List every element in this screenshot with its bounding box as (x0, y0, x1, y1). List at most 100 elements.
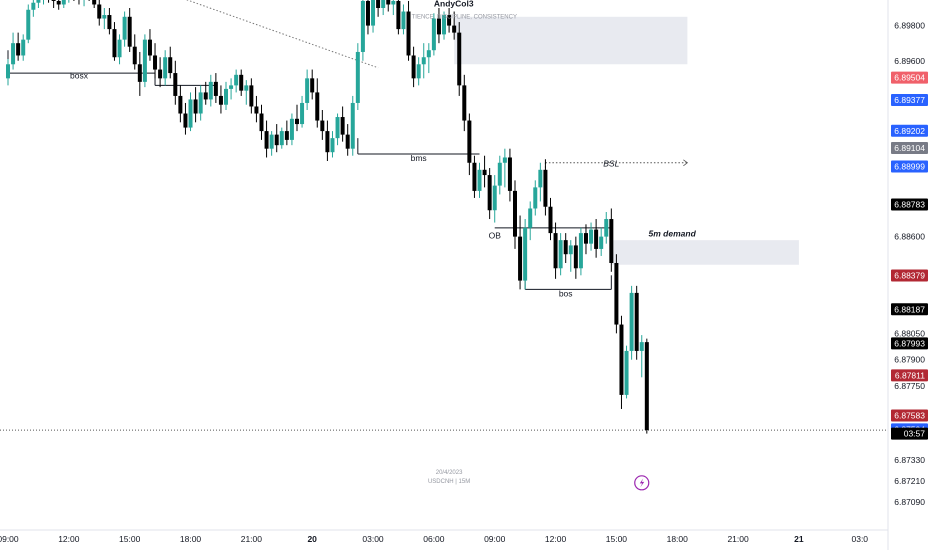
candle-body (467, 120, 472, 163)
candle-body (502, 157, 507, 163)
price-tag (891, 160, 928, 173)
candle-body (264, 131, 269, 149)
candle-body (36, 0, 41, 3)
candle-body (183, 113, 188, 128)
candle-body (188, 99, 193, 128)
candle-body (487, 175, 492, 211)
candle-body (320, 120, 325, 132)
candle-body (376, 0, 381, 8)
candle-body (396, 0, 401, 30)
candle-body (563, 240, 568, 255)
candle-body (284, 131, 289, 140)
candle-body (244, 85, 249, 91)
candle-body (294, 118, 299, 125)
y-tick-label: 6.89600 (894, 56, 925, 66)
candle-body (218, 95, 223, 105)
candle-body (300, 102, 305, 125)
candle-body (609, 219, 614, 263)
price-tag (891, 93, 928, 106)
candle-body (457, 32, 462, 86)
candle-body (543, 169, 548, 207)
candle-body (340, 117, 345, 135)
candle-body (426, 50, 431, 58)
candle-body (289, 118, 294, 140)
candle-body (583, 233, 588, 244)
price-tag-label: 6.89377 (894, 95, 925, 105)
candle-body (538, 169, 543, 188)
candle-body (472, 162, 477, 191)
candle-body (386, 0, 391, 5)
candle-body (518, 236, 523, 281)
label-bosx: bosx (70, 70, 89, 80)
candle-body (355, 51, 360, 103)
candle-body (492, 185, 497, 211)
candle-body (61, 0, 66, 5)
y-tick-label: 6.87750 (894, 381, 925, 391)
candle-body (122, 16, 127, 40)
candle-body (578, 233, 583, 269)
time-axis[interactable]: 09:00 12:00 15:00 18:00 21:00 20 03:00 06:00 09:… (0, 0, 889, 550)
candle-body (112, 29, 117, 58)
author-label: AndyCol3 (434, 0, 474, 8)
price-tag (891, 337, 928, 350)
bolt-icon (634, 475, 650, 491)
candle-body (360, 0, 365, 52)
candle-body (604, 219, 609, 237)
x-tick-label: 18:00 (667, 534, 689, 544)
price-axis[interactable]: 6.89800 6.89600 6.88600 6.88050 6.87900 6.877… (891, 21, 928, 508)
candle-body (447, 15, 452, 26)
supply-zone (454, 16, 688, 65)
bsl-arrow (683, 159, 689, 167)
candle-body (21, 39, 26, 56)
candle-body (639, 342, 644, 351)
candle-body (594, 229, 599, 249)
candle-body (513, 190, 517, 237)
candle-body (147, 39, 152, 56)
candle-body (365, 0, 370, 26)
candle-body (528, 208, 533, 228)
candle-body (436, 18, 441, 35)
candle-body (274, 134, 279, 146)
candle-body (497, 162, 502, 186)
price-tag (891, 124, 928, 137)
candle-body (589, 229, 594, 244)
x-tick-label: 18:00 (180, 534, 202, 544)
candles (6, 0, 649, 434)
candle-body (335, 117, 340, 139)
candle-body (325, 131, 330, 153)
candle-body (56, 0, 61, 5)
candle-body (315, 92, 320, 121)
x-tick-label: 09:00 (484, 534, 506, 544)
label-5m-demand: 5m demand (649, 229, 697, 239)
trend-line (185, 0, 379, 69)
candle-body (234, 74, 239, 86)
demand-zone-5m (611, 240, 799, 265)
price-tag-label: 6.88187 (894, 304, 925, 314)
candle-body (401, 11, 406, 30)
price-tag-label: 6.87811 (895, 370, 925, 380)
candle-body (568, 245, 573, 255)
candle-body (406, 11, 411, 56)
x-tick-label: 06:00 (423, 534, 445, 544)
y-tick-label: 6.87900 (894, 355, 925, 365)
candle-body (305, 78, 310, 103)
symbol-watermark: USDCNH | 15M (428, 479, 470, 485)
candle-body (92, 0, 97, 5)
candle-body (26, 9, 31, 40)
demand-zones (454, 16, 799, 265)
candle-body (371, 0, 376, 26)
structure-lines (0, 0, 888, 431)
candle-body (624, 350, 629, 395)
candle-body (132, 46, 137, 65)
candle-body (431, 18, 436, 51)
candle-body (249, 85, 254, 107)
candle-body (11, 43, 16, 65)
candle-body (224, 88, 229, 105)
x-tick-label: 12:00 (58, 534, 80, 544)
candle-body (203, 92, 208, 100)
candle-body (102, 15, 107, 19)
candle-body (229, 85, 234, 89)
candle-body (127, 16, 132, 47)
bolt-glyph (639, 478, 645, 488)
